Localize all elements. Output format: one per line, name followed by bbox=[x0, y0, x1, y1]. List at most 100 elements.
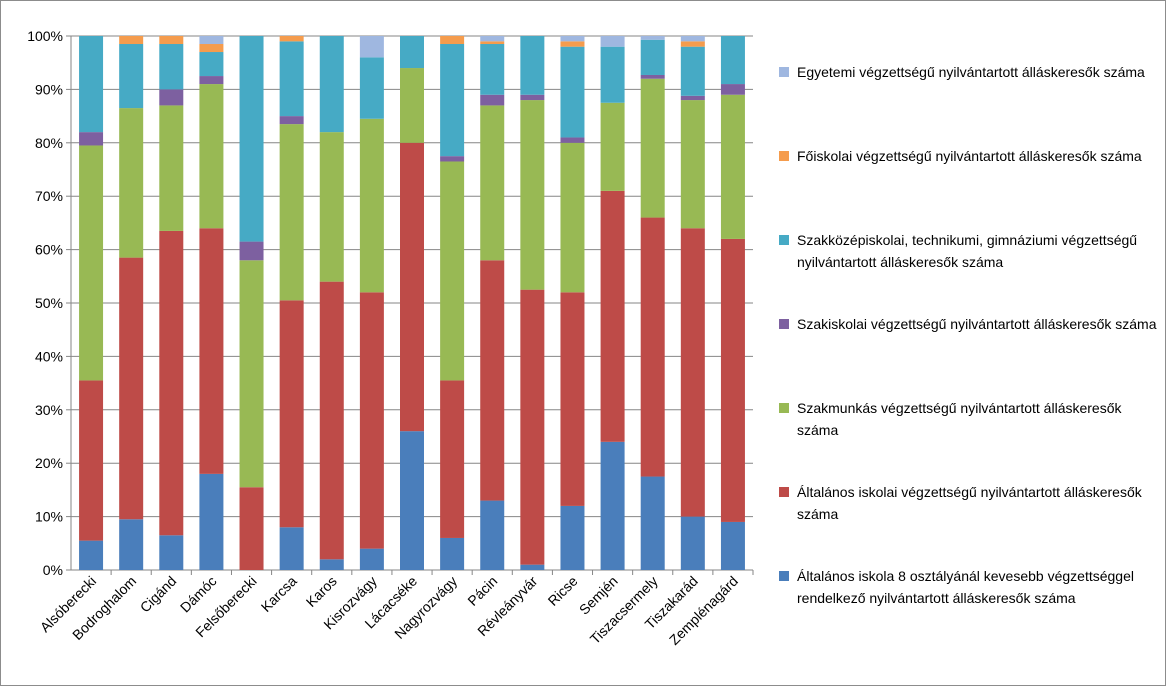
bar-segment-2-13 bbox=[560, 292, 585, 506]
bar-segment-4-15 bbox=[640, 74, 665, 79]
bar-segment-1-15 bbox=[640, 476, 665, 570]
legend-item: Főiskolai végzettségű nyilvántartott áll… bbox=[777, 145, 1157, 229]
bar-segment-5-9 bbox=[400, 36, 424, 69]
bar-segment-5-11 bbox=[480, 44, 505, 95]
y-tick-label: 80% bbox=[35, 135, 63, 151]
bar-segment-3-3 bbox=[159, 105, 184, 231]
bar-segment-1-3 bbox=[159, 535, 184, 570]
legend-label: Szakiskolai végzettségű nyilvántartott á… bbox=[797, 316, 1157, 332]
bar-segment-2-1 bbox=[79, 380, 104, 541]
bar-segment-2-7 bbox=[319, 281, 344, 560]
bar-segment-3-2 bbox=[119, 108, 144, 258]
bar-segment-2-14 bbox=[600, 190, 625, 442]
bar-segment-5-1 bbox=[79, 36, 104, 133]
bar-segment-2-16 bbox=[680, 228, 705, 517]
legend-label: Általános iskola 8 osztályánál kevesebb … bbox=[797, 568, 1134, 606]
bar-segment-6-6 bbox=[279, 36, 304, 42]
bar-segment-1-16 bbox=[680, 516, 705, 570]
bar-segment-3-8 bbox=[359, 118, 384, 293]
bar-segment-1-14 bbox=[600, 441, 625, 570]
legend-item: Szakmunkás végzettségű nyilvántartott ál… bbox=[777, 397, 1157, 481]
legend-item: Általános iskolai végzettségű nyilvántar… bbox=[777, 481, 1157, 565]
bar-segment-1-4 bbox=[199, 473, 224, 570]
bar-segment-5-16 bbox=[680, 46, 705, 96]
legend-swatch bbox=[779, 571, 789, 581]
bar-segment-7-8 bbox=[359, 36, 384, 58]
x-tick-label: Ricse bbox=[545, 573, 581, 609]
bar-segment-4-3 bbox=[159, 89, 184, 106]
bar-segment-4-4 bbox=[199, 76, 224, 85]
bar-segment-6-11 bbox=[480, 41, 505, 45]
legend-label: Szakközépiskolai, technikumi, gimnáziumi… bbox=[797, 232, 1138, 270]
bar-segment-5-15 bbox=[640, 39, 665, 75]
bar-segment-2-8 bbox=[359, 292, 384, 549]
bar-segment-6-10 bbox=[440, 36, 465, 45]
legend-swatch bbox=[779, 151, 789, 161]
legend-item: Szakközépiskolai, technikumi, gimnáziumi… bbox=[777, 229, 1157, 313]
bar-segment-4-16 bbox=[680, 95, 705, 101]
bar-segment-3-5 bbox=[239, 260, 264, 488]
y-tick-label: 90% bbox=[35, 81, 63, 97]
bar-segment-3-16 bbox=[680, 100, 705, 229]
bar-segment-5-17 bbox=[720, 36, 745, 85]
legend-item: Szakiskolai végzettségű nyilvántartott á… bbox=[777, 313, 1157, 397]
x-tick-label: Karos bbox=[303, 573, 340, 610]
bar-segment-6-3 bbox=[159, 36, 184, 45]
y-tick-label: 50% bbox=[35, 295, 63, 311]
legend-swatch bbox=[779, 403, 789, 413]
bar-segment-3-6 bbox=[279, 124, 304, 301]
bar-segment-7-14 bbox=[600, 36, 625, 47]
bar-segment-2-9 bbox=[400, 142, 424, 432]
bar-segment-1-9 bbox=[400, 431, 424, 570]
y-tick-label: 0% bbox=[43, 562, 63, 578]
bar-segment-3-10 bbox=[440, 161, 465, 381]
bar-segment-4-17 bbox=[720, 84, 745, 95]
x-tick-label: Pácin bbox=[464, 573, 500, 609]
x-tick-label: Karcsa bbox=[258, 573, 300, 615]
bar-segment-4-5 bbox=[239, 241, 264, 261]
bar-segment-6-2 bbox=[119, 36, 144, 45]
legend-label: Egyetemi végzettségű nyilvántartott állá… bbox=[797, 64, 1145, 80]
legend-swatch bbox=[779, 67, 789, 77]
bar-segment-5-2 bbox=[119, 44, 144, 109]
bar-segment-3-1 bbox=[79, 145, 104, 381]
bar-segment-5-7 bbox=[319, 36, 344, 133]
chart-legend: Egyetemi végzettségű nyilvántartott állá… bbox=[777, 61, 1157, 649]
bar-segment-1-17 bbox=[720, 521, 745, 570]
bar-segment-2-11 bbox=[480, 260, 505, 501]
bar-segment-6-16 bbox=[680, 41, 705, 47]
bar-segment-7-16 bbox=[680, 36, 705, 42]
bar-segment-4-12 bbox=[520, 94, 545, 101]
bar-segment-3-7 bbox=[319, 132, 344, 282]
bar-segment-3-14 bbox=[600, 102, 625, 191]
bar-segment-3-4 bbox=[199, 84, 224, 229]
bar-segment-5-5 bbox=[239, 36, 264, 242]
legend-label: Szakmunkás végzettségű nyilvántartott ál… bbox=[797, 400, 1122, 438]
bar-segment-2-3 bbox=[159, 230, 184, 536]
bar-segment-4-1 bbox=[79, 132, 104, 146]
bar-segment-7-13 bbox=[560, 36, 585, 42]
legend-label: Főiskolai végzettségű nyilvántartott áll… bbox=[797, 148, 1142, 164]
legend-item: Egyetemi végzettségű nyilvántartott állá… bbox=[777, 61, 1157, 145]
bar-segment-2-12 bbox=[520, 289, 545, 565]
y-tick-label: 70% bbox=[35, 188, 63, 204]
bar-segment-4-13 bbox=[560, 137, 585, 143]
bar-segment-3-13 bbox=[560, 142, 585, 293]
bar-segment-5-14 bbox=[600, 46, 625, 103]
bar-segment-1-7 bbox=[319, 559, 344, 570]
bar-segment-4-10 bbox=[440, 156, 465, 162]
y-tick-label: 10% bbox=[35, 509, 63, 525]
bar-segment-7-11 bbox=[480, 36, 505, 42]
bar-segment-2-10 bbox=[440, 380, 465, 538]
bar-segment-6-4 bbox=[199, 44, 224, 53]
legend-swatch bbox=[779, 487, 789, 497]
bar-segment-5-3 bbox=[159, 44, 184, 90]
legend-swatch bbox=[779, 235, 789, 245]
bar-segment-1-11 bbox=[480, 500, 505, 570]
bar-segment-2-6 bbox=[279, 300, 304, 528]
y-tick-label: 100% bbox=[27, 28, 63, 44]
bar-segment-1-1 bbox=[79, 540, 104, 570]
bar-segment-7-4 bbox=[199, 36, 224, 45]
